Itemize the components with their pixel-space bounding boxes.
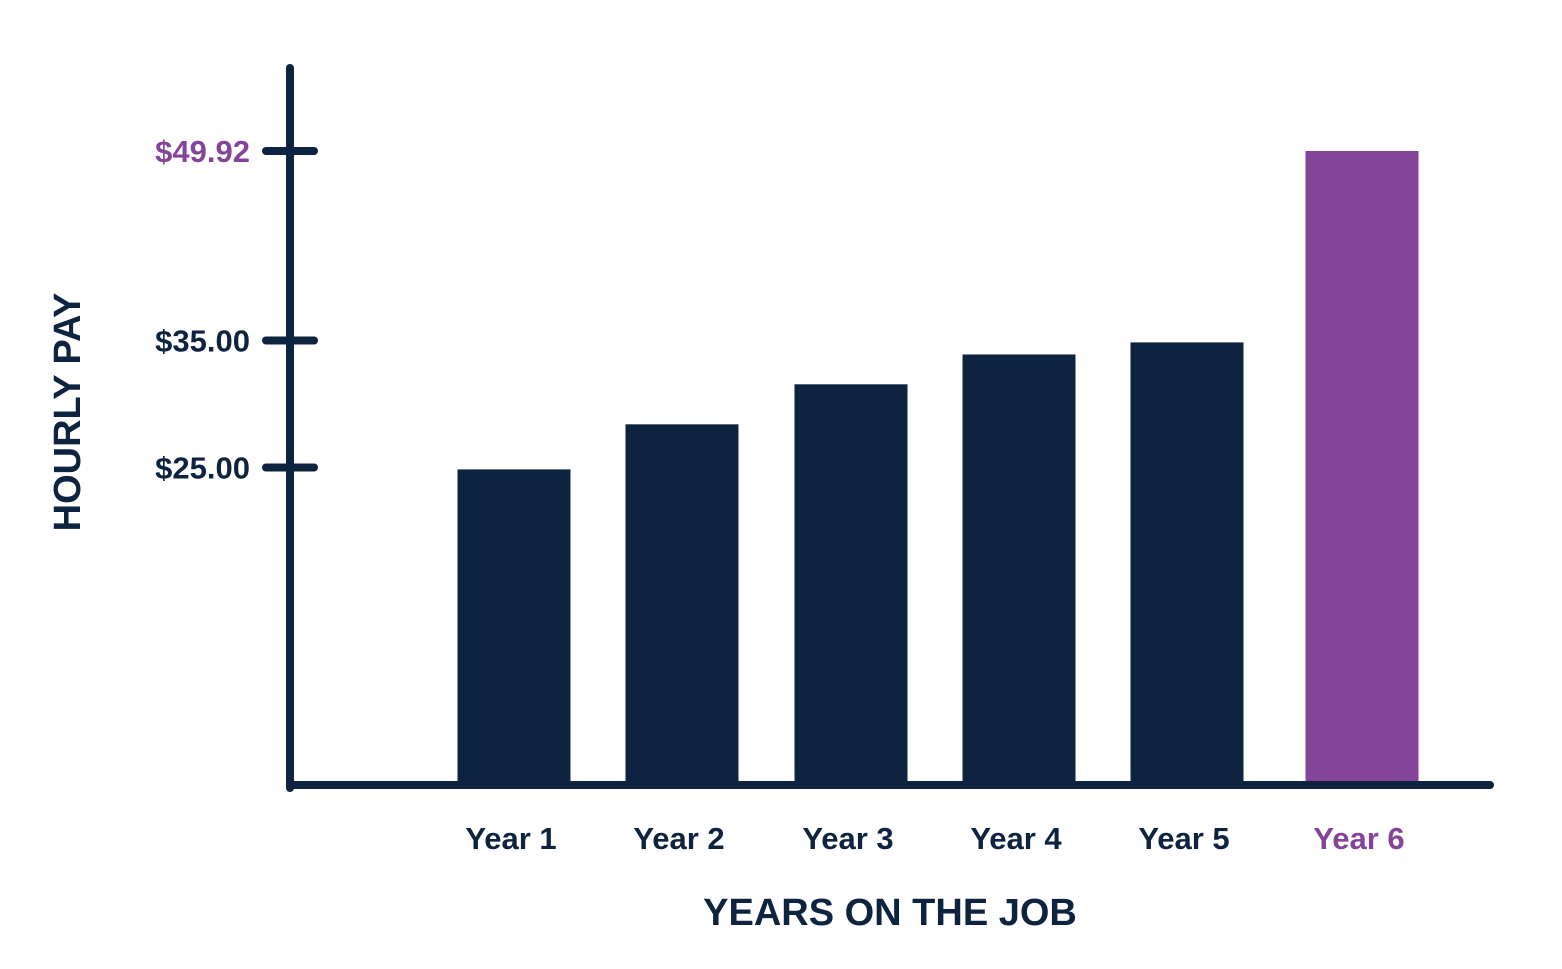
bar-year-1 [457,469,571,785]
y-tick-label-4992: $49.92 [155,134,250,169]
x-tick-label-year-6: Year 6 [1313,821,1404,856]
x-axis-title: YEARS ON THE JOB [703,892,1077,934]
bar-year-4 [962,354,1076,785]
x-tick-label-year-4: Year 4 [970,821,1062,856]
y-axis-title: HOURLY PAY [47,293,89,532]
y-tick-label-3500: $35.00 [155,323,250,358]
category-labels-layer: Year 1 Year 2 Year 3 Year 4 Year 5 Year 6 [465,821,1404,856]
x-tick-label-year-2: Year 2 [633,821,724,856]
ticks-layer: $25.00 $35.00 $49.92 [155,134,318,485]
bar-year-3 [794,384,908,785]
bar-year-6 [1305,151,1419,785]
y-tick-label-2500: $25.00 [155,450,250,485]
bar-year-2 [625,424,739,785]
bars-layer [457,151,1419,785]
x-tick-label-year-3: Year 3 [802,821,893,856]
bar-year-5 [1130,342,1244,785]
x-tick-label-year-5: Year 5 [1138,821,1229,856]
axes-layer [286,64,1494,792]
x-tick-label-year-1: Year 1 [465,821,556,856]
